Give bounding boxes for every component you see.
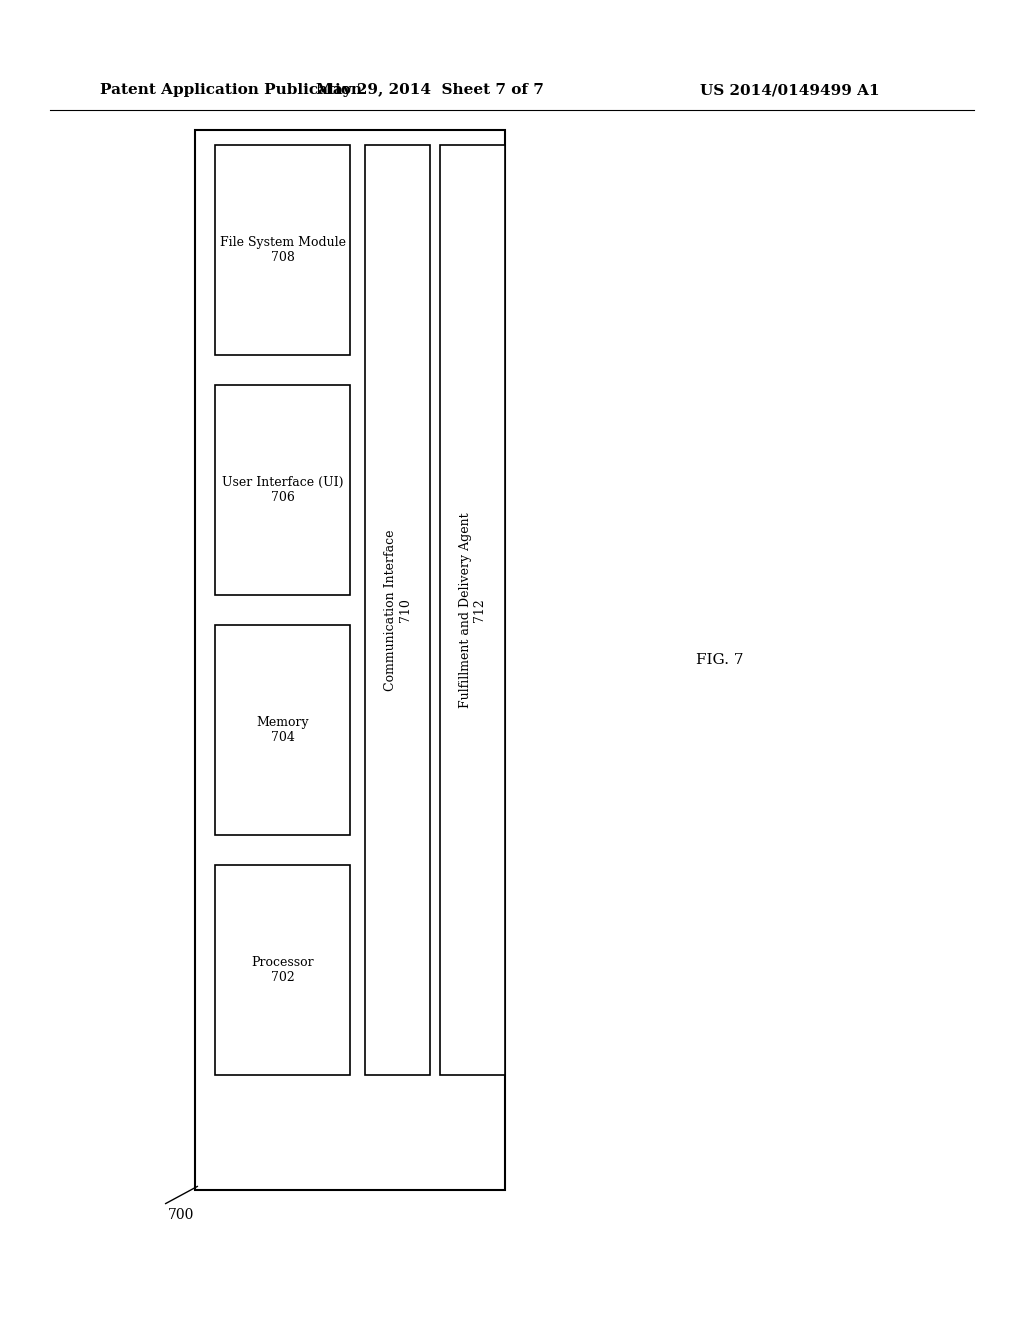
- Bar: [440, 145, 505, 1074]
- Bar: [215, 865, 350, 1074]
- Bar: [215, 385, 350, 595]
- Text: US 2014/0149499 A1: US 2014/0149499 A1: [700, 83, 880, 96]
- Text: 700: 700: [168, 1208, 195, 1222]
- Text: Communication Interface
710: Communication Interface 710: [384, 529, 412, 690]
- Text: Memory
704: Memory 704: [256, 715, 309, 744]
- Bar: [195, 129, 505, 1191]
- Text: Fulfillment and Delivery Agent
712: Fulfillment and Delivery Agent 712: [459, 512, 486, 708]
- Text: Patent Application Publication: Patent Application Publication: [100, 83, 362, 96]
- Text: May 29, 2014  Sheet 7 of 7: May 29, 2014 Sheet 7 of 7: [316, 83, 544, 96]
- Bar: [365, 145, 430, 1074]
- Text: FIG. 7: FIG. 7: [696, 653, 743, 667]
- Bar: [215, 624, 350, 836]
- Text: User Interface (UI)
706: User Interface (UI) 706: [222, 477, 343, 504]
- Bar: [215, 145, 350, 355]
- Text: Processor
702: Processor 702: [251, 956, 313, 983]
- Text: File System Module
708: File System Module 708: [219, 236, 345, 264]
